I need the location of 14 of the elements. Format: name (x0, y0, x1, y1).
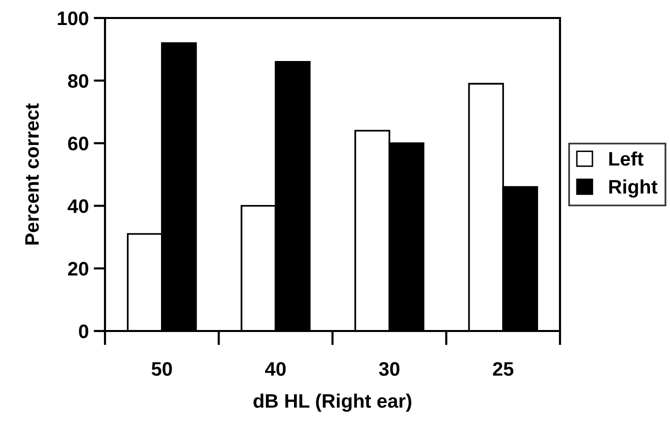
x-axis-title: dB HL (Right ear) (254, 394, 412, 412)
x-tick-label: 40 (265, 362, 286, 376)
y-axis-title: Percent correct (25, 103, 39, 245)
y-tick-label: 100 (58, 11, 88, 26)
y-tick-label: 40 (68, 199, 88, 214)
x-tick-label: 25 (492, 362, 514, 376)
legend-label: Right (609, 179, 658, 198)
y-tick-label: 80 (68, 74, 88, 88)
legend-label: Left (609, 151, 644, 166)
x-tick-label: 30 (379, 362, 400, 376)
x-tick-label: 50 (152, 362, 172, 376)
y-tick-label: 60 (68, 136, 88, 150)
y-tick-label: 0 (78, 324, 88, 338)
y-tick-label: 20 (68, 262, 88, 276)
